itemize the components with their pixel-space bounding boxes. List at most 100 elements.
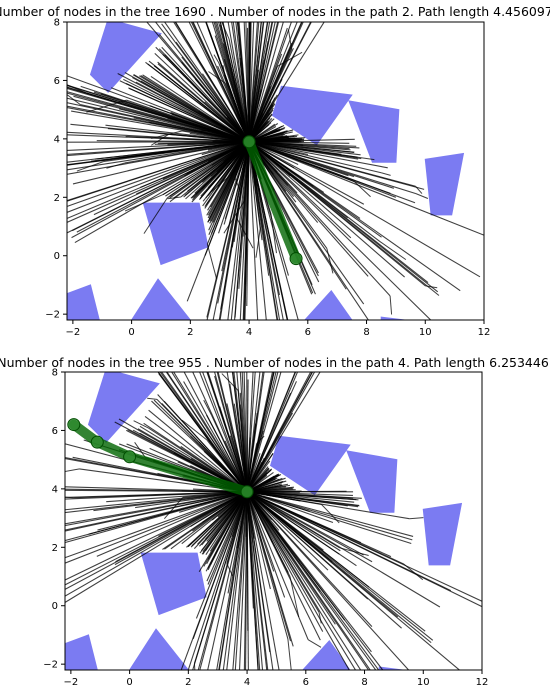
bottom-tree-edge xyxy=(202,491,248,523)
top-tree-edge xyxy=(248,141,461,292)
bottom-tree-edge xyxy=(246,491,291,578)
bottom-tree-edge xyxy=(246,491,340,549)
bottom-tree-edge xyxy=(24,531,34,537)
bottom-x-tick-label: −2 xyxy=(63,677,78,688)
top-y-tick-label: −2 xyxy=(45,310,60,321)
top-tree-edge xyxy=(231,22,250,142)
top-tree-edge xyxy=(125,135,250,143)
top-tree-edge xyxy=(227,141,250,320)
top-y-tick-label: 6 xyxy=(54,76,60,87)
bottom-path-node-2 xyxy=(90,435,104,449)
top-x-tick-label: −2 xyxy=(65,327,80,338)
top-tree-edge xyxy=(248,22,251,142)
bottom-tree-edge xyxy=(500,616,540,620)
top-tree-edge xyxy=(173,22,250,143)
top-tree-edge xyxy=(67,141,250,171)
top-tree-edge xyxy=(248,141,432,320)
bottom-tree-edge xyxy=(65,491,248,604)
top-tree-edge xyxy=(248,141,380,242)
bottom-tree-edge xyxy=(245,491,248,537)
top-tree-edge xyxy=(154,52,250,143)
top-tree-edge xyxy=(248,141,365,205)
bottom-tree-edge xyxy=(192,491,248,670)
top-tree-edge xyxy=(72,141,250,185)
top-tree-edge xyxy=(227,22,250,142)
bottom-tree-edge xyxy=(246,491,292,642)
bottom-tree-edge xyxy=(246,491,346,621)
bottom-tree-edge xyxy=(246,372,274,492)
bottom-tree-edge xyxy=(65,491,248,581)
top-tree-edge xyxy=(218,22,250,142)
bottom-tree-edge xyxy=(246,491,426,632)
bottom-tree-edge xyxy=(246,491,350,670)
top-tree-edge xyxy=(248,22,271,142)
top-tree-edge xyxy=(135,81,250,143)
top-tree-edge xyxy=(248,102,275,143)
top-tree-edge xyxy=(248,53,283,142)
bottom-tree-edge xyxy=(65,491,248,511)
top-tree-edge xyxy=(248,141,388,169)
top-y-tick-label: 2 xyxy=(54,193,60,204)
bottom-tree-edge xyxy=(246,372,313,493)
top-tree-edge xyxy=(248,141,259,320)
top-tree-edge xyxy=(248,22,264,142)
bottom-axes-frame xyxy=(64,371,483,671)
bottom-plot-panel: Number of nodes in the tree 955 . Number… xyxy=(0,355,549,688)
top-tree-edge xyxy=(381,172,391,176)
top-tree-edge xyxy=(67,141,250,207)
bottom-tree-edge xyxy=(133,420,149,429)
bottom-tree-edge xyxy=(226,563,234,577)
bottom-tree-edge xyxy=(246,392,292,493)
bottom-plot-area xyxy=(24,372,540,670)
bottom-tree-edge xyxy=(246,491,259,670)
bottom-tree-edge xyxy=(246,491,340,555)
top-tree-edge xyxy=(221,22,230,40)
top-x-tick-label: 6 xyxy=(305,327,311,338)
top-tree-edge xyxy=(248,141,405,278)
top-plot-panel: Number of nodes in the tree 1690 . Numbe… xyxy=(0,4,550,338)
top-tree-edge xyxy=(233,141,250,242)
top-tree-edge xyxy=(246,141,250,306)
bottom-tree-edge xyxy=(106,491,248,503)
top-x-tick-label: 2 xyxy=(187,327,193,338)
top-tree-edge xyxy=(248,141,382,174)
top-tree-edge xyxy=(248,22,284,142)
bottom-tree-edge xyxy=(226,491,248,670)
top-axes-frame xyxy=(66,21,485,321)
top-tree-edge xyxy=(67,141,250,166)
bottom-tree-edge xyxy=(229,384,248,492)
top-tree-edge xyxy=(248,141,484,236)
top-tree-edge xyxy=(248,141,299,165)
bottom-tree-edge xyxy=(199,372,248,492)
bottom-plot-title: Number of nodes in the tree 955 . Number… xyxy=(0,355,549,370)
bottom-tree-edge xyxy=(246,491,402,629)
top-obstacle-8 xyxy=(304,289,353,320)
bottom-tree-edge xyxy=(193,663,196,670)
bottom-tree-edge xyxy=(246,423,257,492)
bottom-tree-edge xyxy=(246,491,280,670)
bottom-y-tick-label: −2 xyxy=(43,660,58,671)
top-tree-edge xyxy=(93,141,250,216)
top-tree-edge xyxy=(190,141,250,199)
top-path-line xyxy=(244,136,302,264)
bottom-x-tick-label: 6 xyxy=(303,677,309,688)
top-tree-edge xyxy=(70,123,250,143)
top-tree-edge xyxy=(248,22,260,142)
top-obstacle-1 xyxy=(89,22,162,93)
bottom-y-tick-label: 4 xyxy=(52,484,58,495)
top-obstacle-9 xyxy=(380,316,405,320)
top-tree-edge xyxy=(248,141,440,296)
top-tree-edge xyxy=(248,141,417,195)
bottom-obstacle-2 xyxy=(269,435,351,496)
top-tree-edge xyxy=(67,141,250,213)
bottom-tree-edge xyxy=(246,491,264,670)
top-tree-edge xyxy=(163,22,250,143)
top-tree-edge xyxy=(248,22,292,142)
bottom-tree-edge xyxy=(224,440,248,493)
top-tree-edge xyxy=(353,180,371,198)
top-tree-edge xyxy=(143,197,168,234)
bottom-x-tick-label: 0 xyxy=(126,677,132,688)
top-tree-edge xyxy=(248,141,279,320)
bottom-y-tick-label: 0 xyxy=(52,601,58,612)
